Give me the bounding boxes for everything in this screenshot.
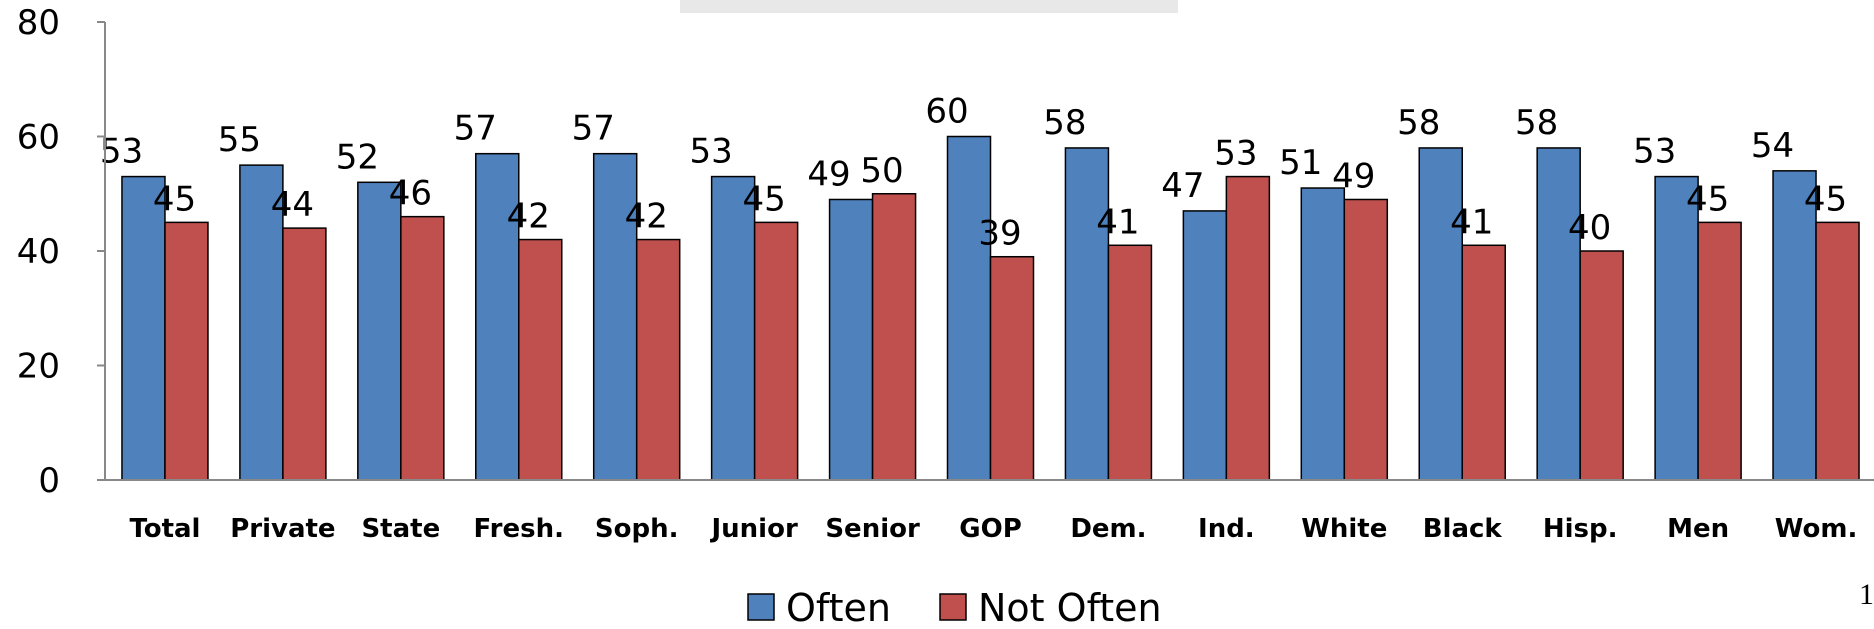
category-label: Black bbox=[1423, 514, 1503, 544]
bar-not-often bbox=[989, 255, 1035, 481]
legend-label-often: Often bbox=[786, 586, 891, 629]
category-label: Dem. bbox=[1070, 514, 1146, 544]
data-label-not-often: 42 bbox=[507, 197, 550, 237]
bar-often bbox=[710, 175, 756, 481]
data-label-not-often: 53 bbox=[1214, 134, 1257, 174]
category-label: Men bbox=[1667, 514, 1729, 544]
bar-not-often bbox=[1461, 244, 1506, 481]
data-label-often: 55 bbox=[218, 120, 261, 160]
data-label-often: 53 bbox=[1633, 132, 1676, 172]
bar-not-often bbox=[282, 227, 327, 481]
data-label-not-often: 39 bbox=[978, 214, 1021, 254]
category-label: Total bbox=[129, 514, 200, 544]
data-label-often: 58 bbox=[1515, 103, 1558, 143]
data-label-often: 58 bbox=[1043, 103, 1086, 143]
category-label: Hisp. bbox=[1543, 514, 1618, 544]
category-label: Fresh. bbox=[474, 514, 564, 544]
data-label-often: 54 bbox=[1751, 126, 1794, 166]
data-label-not-often: 50 bbox=[860, 151, 903, 191]
legend: Often Not Often bbox=[747, 586, 1162, 629]
data-label-not-often: 49 bbox=[1332, 156, 1375, 196]
bar-not-often bbox=[1225, 175, 1271, 481]
data-label-often: 52 bbox=[336, 137, 379, 177]
bar-often bbox=[592, 152, 638, 481]
data-label-not-often: 41 bbox=[1450, 202, 1493, 242]
bar-often bbox=[828, 198, 874, 481]
data-label-not-often: 42 bbox=[625, 197, 668, 237]
bar-often bbox=[1418, 147, 1463, 481]
bar-not-often bbox=[1343, 198, 1389, 481]
data-label-not-often: 45 bbox=[1804, 179, 1847, 219]
data-label-often: 53 bbox=[100, 132, 143, 172]
bar-not-often bbox=[1107, 244, 1153, 481]
category-label: Private bbox=[230, 514, 335, 544]
bar-often bbox=[1654, 175, 1699, 481]
data-label-often: 53 bbox=[690, 132, 733, 172]
title-placeholder-box bbox=[680, 0, 1178, 13]
bar-not-often bbox=[1815, 221, 1860, 481]
data-label-not-often: 40 bbox=[1568, 208, 1611, 248]
category-label: Ind. bbox=[1198, 514, 1255, 544]
bar-not-often bbox=[518, 238, 563, 481]
data-label-often: 47 bbox=[1161, 166, 1204, 206]
data-label-often: 57 bbox=[454, 109, 497, 149]
category-label: Junior bbox=[709, 514, 797, 544]
data-label-not-often: 41 bbox=[1096, 202, 1139, 242]
bar-not-often bbox=[400, 215, 445, 481]
data-label-not-often: 45 bbox=[153, 179, 196, 219]
bars bbox=[121, 135, 1860, 481]
category-label: State bbox=[361, 514, 440, 544]
category-labels: Total Private State Fresh. Soph. Junior Senior… bbox=[129, 514, 1857, 544]
y-tick-label: 60 bbox=[17, 118, 60, 158]
bar-not-often bbox=[1697, 221, 1742, 481]
data-label-often: 60 bbox=[925, 92, 968, 132]
bar-often bbox=[1182, 210, 1228, 481]
bar-often bbox=[239, 164, 284, 481]
bar-often bbox=[1300, 187, 1346, 481]
bar-often bbox=[1536, 147, 1581, 481]
legend-label-not-often: Not Often bbox=[978, 586, 1162, 629]
data-label-not-often: 45 bbox=[1686, 179, 1729, 219]
legend-swatch-not-often bbox=[939, 593, 967, 621]
bar-often bbox=[121, 175, 166, 481]
bar-not-often bbox=[871, 193, 917, 481]
data-label-often: 49 bbox=[807, 154, 850, 194]
data-label-not-often: 44 bbox=[271, 185, 314, 225]
y-tick-label: 0 bbox=[38, 461, 60, 501]
bar-not-often bbox=[164, 221, 209, 481]
y-tick-label: 80 bbox=[17, 3, 60, 43]
bar-not-often bbox=[753, 221, 799, 481]
category-label: Wom. bbox=[1775, 514, 1858, 544]
data-label-not-often: 46 bbox=[389, 174, 432, 214]
bar-not-often bbox=[635, 238, 681, 481]
data-label-often: 51 bbox=[1279, 143, 1322, 183]
category-label: Soph. bbox=[595, 514, 679, 544]
y-axis-ticks: 0 20 40 60 80 bbox=[17, 3, 105, 501]
bar-often bbox=[1064, 147, 1110, 481]
data-label-often: 57 bbox=[572, 109, 615, 149]
page-number: 1 bbox=[1859, 578, 1874, 611]
bar-often bbox=[946, 135, 992, 481]
category-label: GOP bbox=[959, 514, 1022, 544]
bar-often bbox=[357, 181, 402, 481]
data-label-often: 58 bbox=[1397, 103, 1440, 143]
category-label: White bbox=[1301, 514, 1387, 544]
y-tick-label: 20 bbox=[17, 347, 60, 387]
legend-swatch-often bbox=[747, 593, 775, 621]
category-label: Senior bbox=[825, 514, 920, 544]
bar-not-often bbox=[1579, 250, 1624, 481]
y-tick-label: 40 bbox=[17, 232, 60, 272]
data-label-not-often: 45 bbox=[743, 179, 786, 219]
